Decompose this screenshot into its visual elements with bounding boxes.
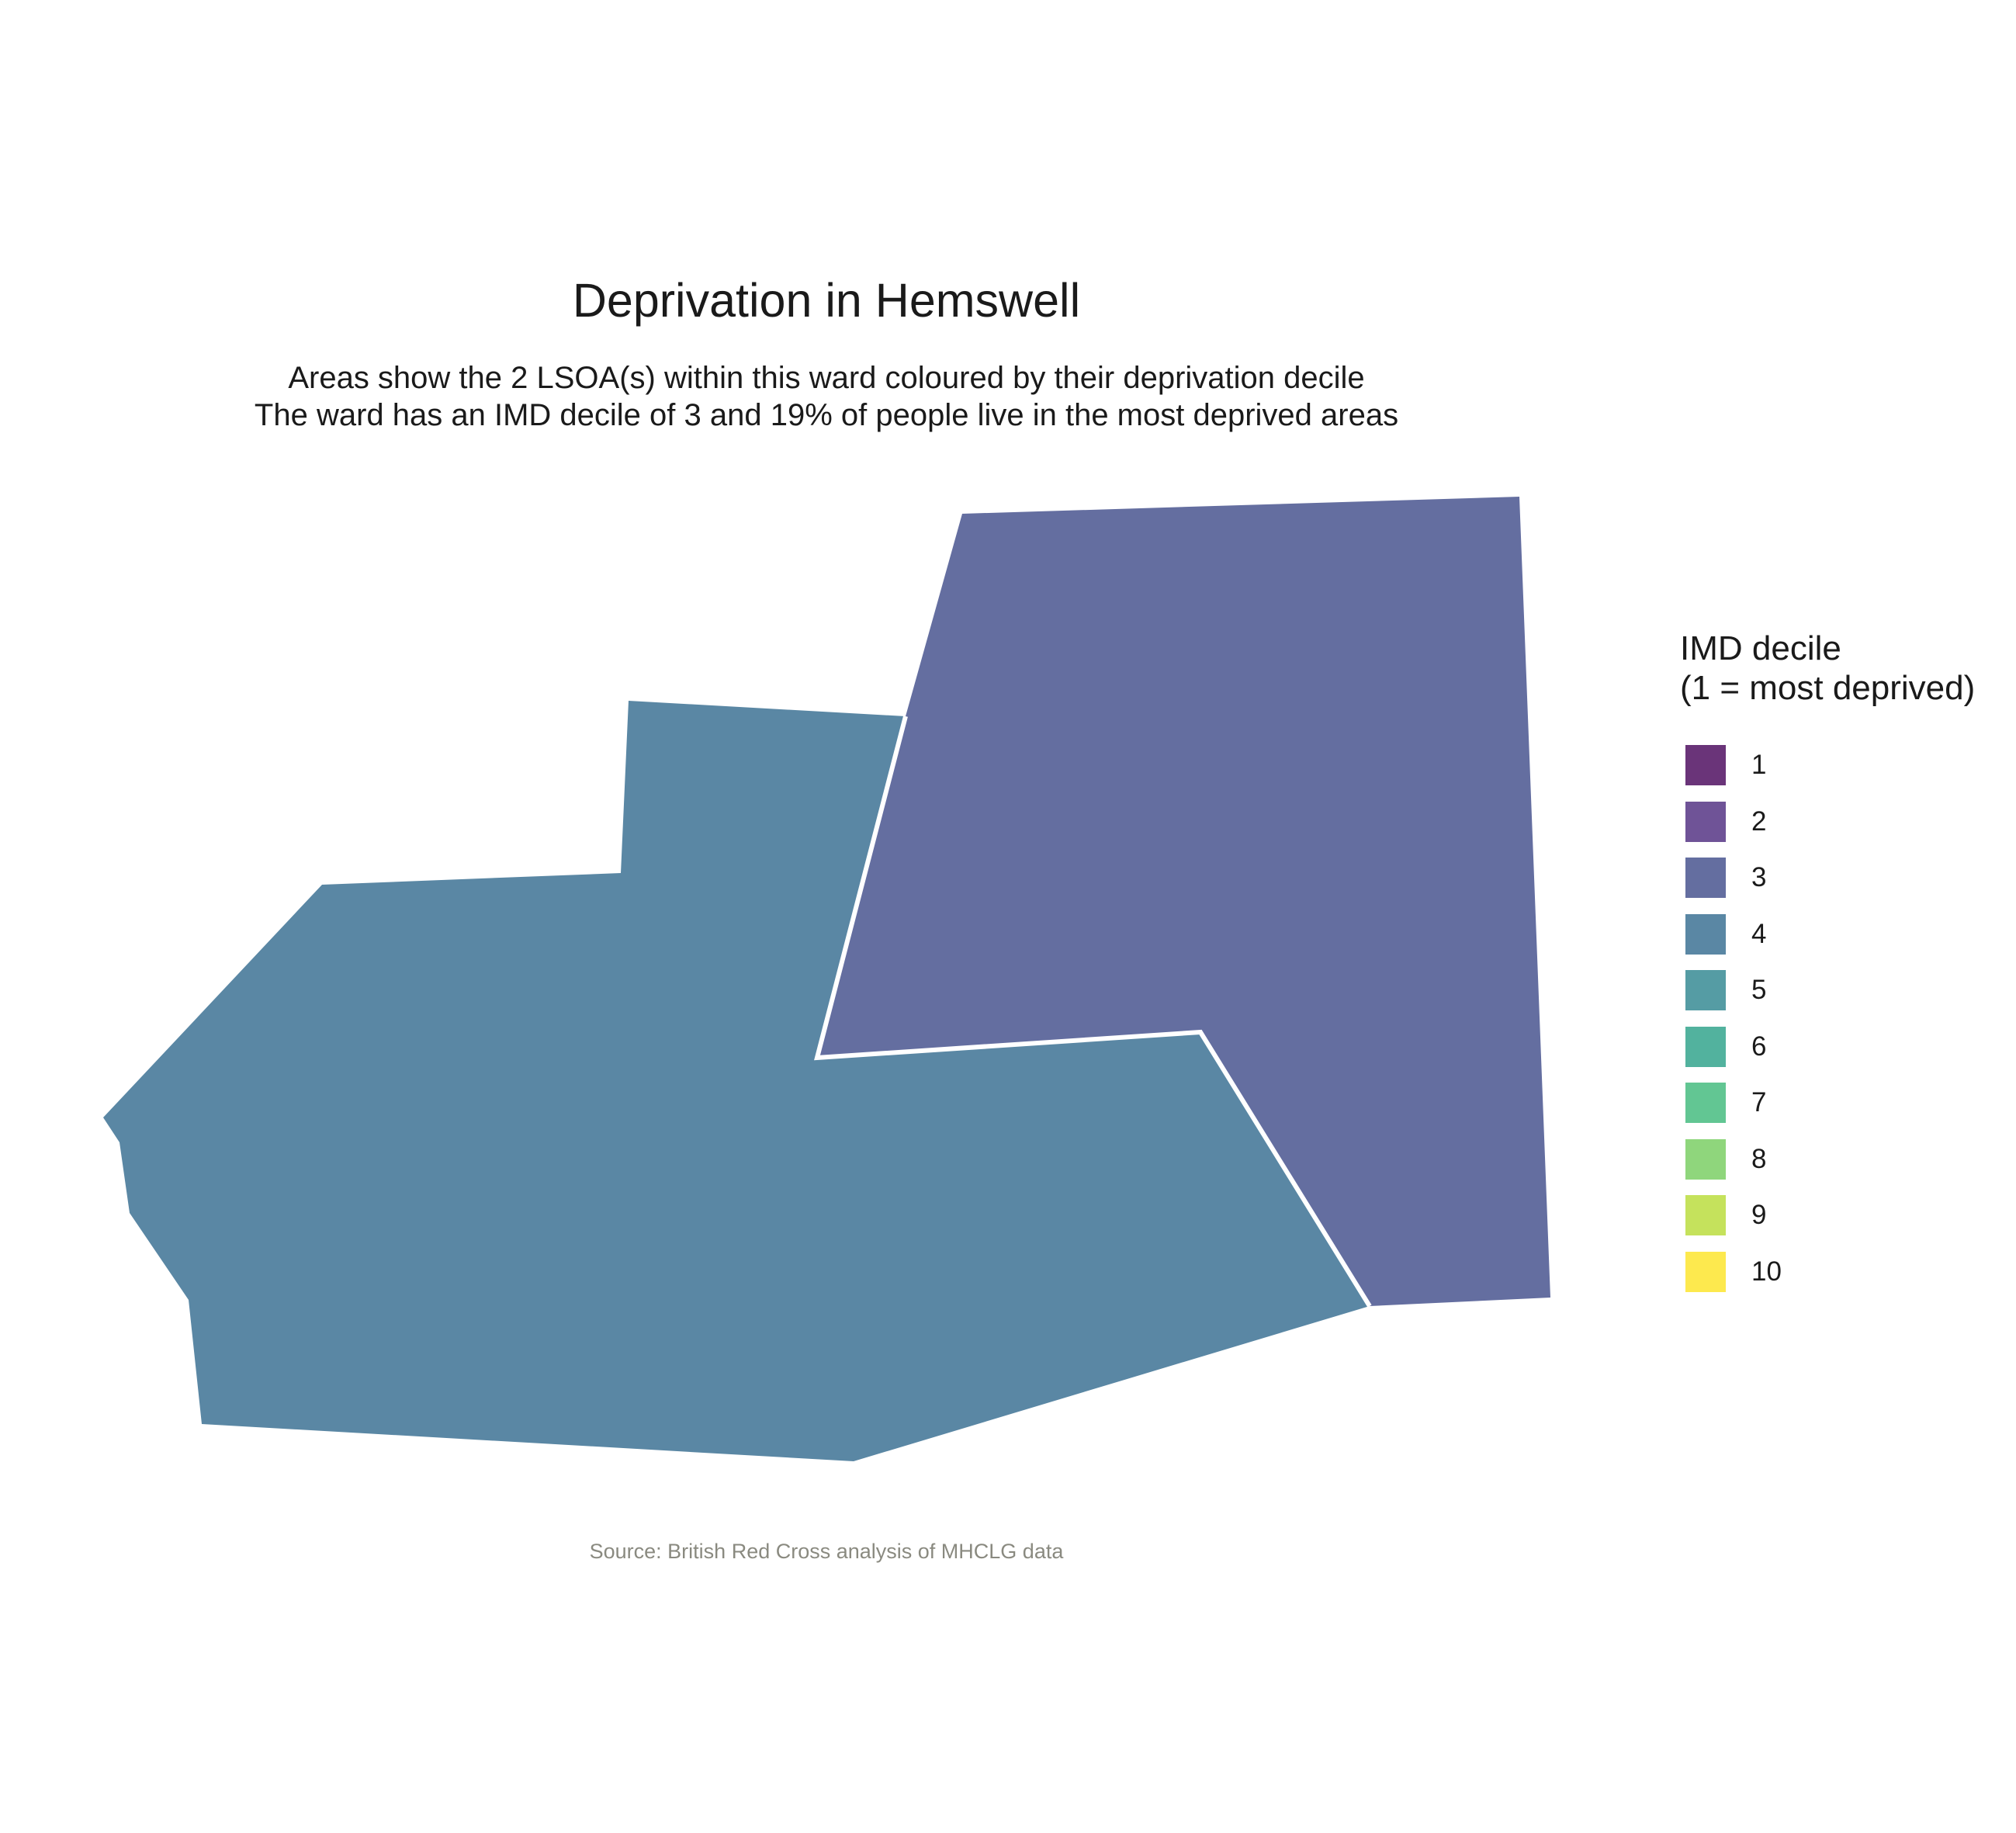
legend-item-3: 3 xyxy=(1680,850,1975,906)
source-caption: Source: British Red Cross analysis of MH… xyxy=(589,1540,1064,1563)
lsoa-area-decile-3[interactable] xyxy=(817,497,1550,1306)
legend-label: 6 xyxy=(1751,1031,1767,1062)
ward-map xyxy=(103,497,1550,1461)
legend-swatch xyxy=(1685,1083,1726,1124)
subtitle-line-2: The ward has an IMD decile of 3 and 19% … xyxy=(254,398,1399,432)
legend-swatch xyxy=(1685,913,1726,955)
legend-item-6: 6 xyxy=(1680,1019,1975,1076)
legend-item-10: 10 xyxy=(1680,1244,1975,1301)
legend-item-1: 1 xyxy=(1680,737,1975,794)
legend-label: 4 xyxy=(1751,918,1767,949)
legend-items: 1 2 3 4 5 6 7 8 xyxy=(1680,737,1975,1300)
legend-title-line-2: (1 = most deprived) xyxy=(1680,669,1976,707)
legend-item-5: 5 xyxy=(1680,962,1975,1019)
lsoa-area-decile-4[interactable] xyxy=(103,701,1370,1461)
legend-swatch xyxy=(1685,1138,1726,1180)
legend-swatch xyxy=(1685,801,1726,842)
legend-label: 5 xyxy=(1751,975,1767,1006)
imd-legend: IMD decile (1 = most deprived) 1 2 3 4 5… xyxy=(1680,629,1975,1300)
legend-label: 8 xyxy=(1751,1143,1767,1174)
legend-item-9: 9 xyxy=(1680,1187,1975,1244)
legend-swatch xyxy=(1685,970,1726,1011)
legend-title-line-1: IMD decile xyxy=(1680,629,1841,667)
legend-label: 2 xyxy=(1751,806,1767,837)
map-title: Deprivation in Hemswell xyxy=(572,274,1081,327)
map-subtitle: Areas show the 2 LSOA(s) within this war… xyxy=(0,359,1653,434)
legend-item-8: 8 xyxy=(1680,1131,1975,1188)
legend-label: 7 xyxy=(1751,1087,1767,1118)
legend-item-4: 4 xyxy=(1680,906,1975,963)
lsoa-boundary-line xyxy=(814,716,1372,1308)
legend-item-2: 2 xyxy=(1680,794,1975,851)
legend-item-7: 7 xyxy=(1680,1075,1975,1131)
legend-label: 10 xyxy=(1751,1256,1782,1287)
legend-swatch xyxy=(1685,745,1726,786)
subtitle-line-1: Areas show the 2 LSOA(s) within this war… xyxy=(288,361,1365,395)
legend-swatch xyxy=(1685,858,1726,899)
legend-label: 9 xyxy=(1751,1200,1767,1231)
legend-swatch xyxy=(1685,1026,1726,1067)
legend-label: 1 xyxy=(1751,750,1767,781)
legend-label: 3 xyxy=(1751,862,1767,893)
legend-swatch xyxy=(1685,1251,1726,1292)
legend-swatch xyxy=(1685,1195,1726,1236)
legend-title: IMD decile (1 = most deprived) xyxy=(1680,629,1975,708)
